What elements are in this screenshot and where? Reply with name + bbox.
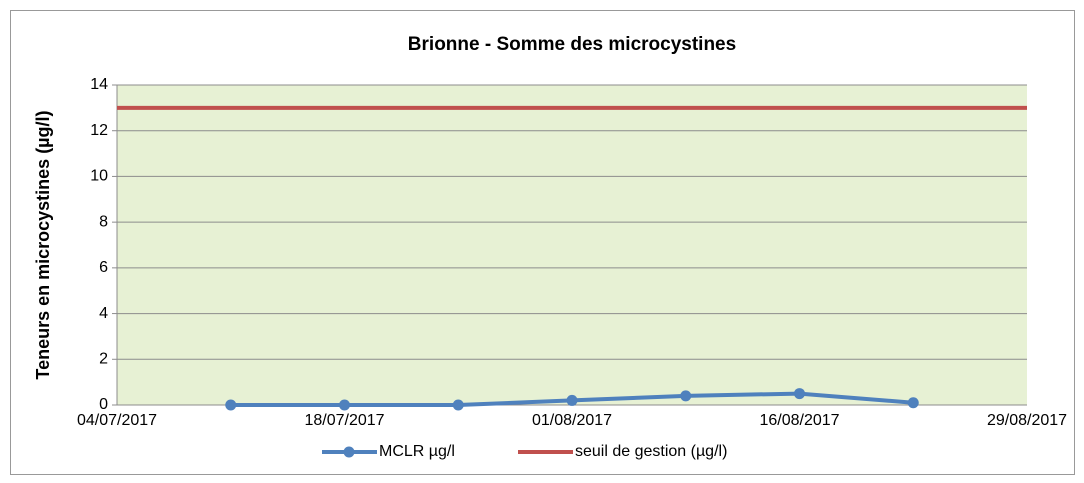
plot-area [117, 85, 1027, 405]
x-tick-label: 16/08/2017 [759, 412, 839, 429]
chart-title: Brionne - Somme des microcystines [408, 34, 736, 55]
y-tick-label: 12 [90, 122, 108, 139]
y-tick-label: 8 [99, 213, 108, 230]
y-axis-title: Teneurs en microcystines (µg/l) [33, 110, 53, 379]
legend-marker [343, 446, 355, 458]
point [452, 399, 464, 411]
y-tick-label: 0 [99, 396, 108, 413]
point [225, 399, 237, 411]
x-tick-label: 29/08/2017 [987, 412, 1067, 429]
y-tick-label: 10 [90, 168, 108, 185]
x-tick-label: 18/07/2017 [304, 412, 384, 429]
point [907, 397, 919, 409]
point [680, 390, 692, 402]
y-tick-label: 2 [99, 351, 108, 368]
x-tick-label: 04/07/2017 [77, 412, 157, 429]
point [794, 388, 805, 400]
legend-label: MCLR µg/l [379, 443, 455, 460]
y-tick-label: 14 [90, 76, 108, 93]
y-tick-label: 6 [99, 259, 108, 276]
point [339, 399, 350, 411]
y-tick-label: 4 [99, 305, 108, 322]
x-tick-label: 01/08/2017 [532, 412, 612, 429]
legend-label: seuil de gestion (µg/l) [575, 443, 727, 460]
point [566, 394, 578, 406]
